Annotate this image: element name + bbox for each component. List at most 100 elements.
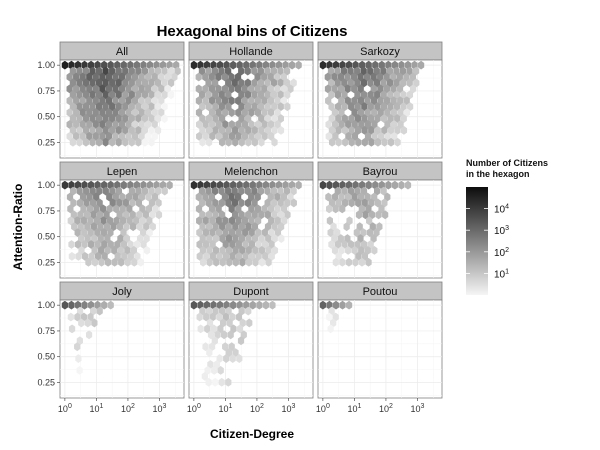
hexbin: [107, 240, 114, 249]
hexbin: [212, 246, 220, 255]
hexbin: [248, 120, 255, 129]
hexbin: [138, 72, 145, 82]
hexbin: [102, 186, 109, 196]
hexbin: [251, 90, 258, 100]
hexbin: [364, 96, 371, 106]
hexbin: [199, 234, 206, 243]
hexbin: [380, 90, 387, 100]
hexbin: [112, 192, 119, 202]
hexbin: [222, 240, 229, 249]
hexbin: [228, 96, 235, 106]
hexbin: [257, 186, 265, 196]
hexbin: [367, 90, 374, 100]
hexbin: [225, 234, 233, 243]
hexbin: [360, 186, 368, 196]
hexbin: [222, 342, 229, 352]
hexbin: [145, 192, 152, 202]
hexbin: [75, 354, 82, 363]
x-tick-label: 101: [347, 403, 361, 414]
hexbin: [82, 90, 90, 100]
hexbin: [127, 240, 134, 249]
hexbin: [154, 78, 162, 88]
hexbin: [332, 204, 339, 214]
hexbin: [215, 108, 222, 118]
hexbin: [261, 120, 268, 129]
hexbin: [345, 131, 352, 141]
hexbins: [190, 180, 302, 267]
hexbin: [344, 96, 351, 106]
hexbin: [67, 312, 74, 322]
hexbin: [218, 102, 225, 112]
hexbin: [387, 90, 394, 100]
hexbin: [225, 66, 232, 76]
hexbin: [164, 84, 171, 94]
hexbin: [230, 324, 237, 334]
hexbin: [99, 72, 106, 82]
y-tick-label: 1.00: [37, 180, 55, 190]
hexbin: [117, 234, 124, 243]
hexbin: [396, 84, 404, 94]
hexbin: [370, 96, 378, 106]
hexbin: [206, 257, 213, 267]
hexbin: [198, 186, 206, 196]
hexbin: [129, 210, 136, 220]
hexbin: [212, 306, 219, 316]
y-tick-label: 1.00: [37, 300, 55, 310]
hexbin: [271, 246, 279, 255]
hexbin: [381, 126, 388, 135]
x-tick-label: 102: [379, 403, 393, 414]
hexbin: [82, 137, 90, 147]
hexbin: [131, 257, 138, 267]
hexbin: [213, 360, 221, 369]
hexbin: [148, 114, 155, 123]
hexbin: [400, 102, 407, 112]
hexbin: [383, 72, 390, 82]
hexbins: [61, 180, 173, 267]
hexbin: [205, 102, 212, 112]
hexbin: [140, 228, 147, 238]
hexbin: [102, 137, 109, 147]
hexbin: [208, 84, 216, 94]
hexbin: [91, 234, 98, 243]
hexbin: [73, 96, 80, 106]
hexbin: [271, 90, 278, 100]
hexbin: [79, 108, 86, 118]
hexbin: [109, 66, 116, 76]
hexbin: [212, 210, 219, 220]
hexbin: [242, 240, 249, 249]
hexbin: [338, 192, 345, 202]
hexbin: [79, 120, 86, 129]
hexbin: [209, 131, 216, 141]
hexbin: [271, 222, 278, 232]
hexbin: [368, 198, 375, 208]
hexbin: [244, 102, 252, 112]
hexbin: [199, 210, 206, 220]
hexbin: [354, 114, 362, 123]
hexbin: [112, 120, 119, 129]
hexbin: [218, 306, 226, 316]
hexbin: [136, 234, 144, 243]
hexbin: [121, 251, 128, 261]
hexbin: [222, 228, 229, 238]
hexbin: [104, 234, 111, 243]
hexbin: [229, 312, 236, 322]
hexbin: [70, 210, 77, 220]
hexbin: [158, 108, 165, 118]
hexbin: [211, 186, 219, 196]
hexbin: [267, 72, 274, 82]
hexbin: [215, 96, 222, 106]
hexbin: [221, 96, 229, 106]
hexbin: [110, 222, 117, 232]
hexbin: [251, 126, 258, 135]
hexbin: [348, 114, 355, 123]
hexbin: [274, 108, 281, 118]
hexbin: [212, 78, 219, 88]
hexbin: [261, 131, 268, 141]
hexbin: [105, 131, 113, 141]
hexbin: [237, 336, 245, 346]
hexbin: [324, 72, 331, 82]
hexbin: [138, 108, 145, 118]
hexbin: [245, 222, 252, 232]
hexbin: [371, 120, 378, 129]
hexbin: [138, 84, 145, 94]
